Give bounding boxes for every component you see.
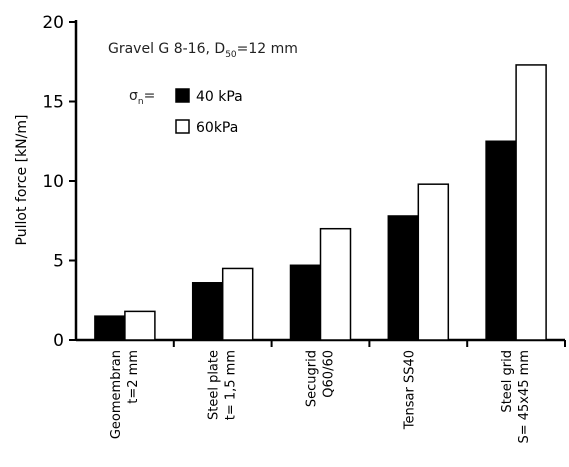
annotation-suffix: =12 mm [237,41,298,57]
x-category-label: Secugrid [305,350,320,407]
bar-40kpa [387,215,420,341]
bars [94,64,547,341]
x-category-label-line2: S= 45x45 mm [517,350,532,444]
y-tick-label: 15 [42,93,64,113]
y-tick-label: 20 [42,13,64,33]
sigma-symbol: σ [129,88,138,104]
sigma-label: σn= [129,88,155,107]
x-category-label-line2: t=2 mm [126,350,141,404]
legend-swatch-40kpa [175,88,190,103]
annotation-main: Gravel G 8-16, D [108,41,225,57]
y-tick-label: 0 [53,331,64,351]
x-category-label: Steel plate [207,350,222,420]
bar-40kpa [191,282,224,341]
x-category-label: Tensar SS40 [402,350,417,430]
y-tick-label: 10 [42,172,64,192]
x-category-label: Steel grid [500,350,515,413]
x-category-label-line2: Q60/60 [322,350,337,398]
bar-60kpa [124,310,156,341]
bar-60kpa [417,183,450,341]
x-category-label: Geomembran [109,350,124,439]
legend-swatch-60kpa [175,119,190,134]
sigma-subscript: n [138,97,144,107]
y-axis-title: Pullot force [kN/m] [14,115,30,246]
dataset-annotation: Gravel G 8-16, D50=12 mm [108,41,298,60]
legend-label-40kpa: 40 kPa [196,89,243,105]
labels: 0 5 10 15 20 Geomembran t=2 mm Steel plate t= 1,… [42,13,532,444]
bar-60kpa [319,227,352,341]
y-tick-label: 5 [53,252,64,272]
bar-40kpa [289,264,322,341]
bar-40kpa [94,315,126,341]
legend-label-60kpa: 60kPa [196,120,238,136]
annotation-subscript: 50 [225,50,237,60]
x-category-label-line2: t= 1,5 mm [224,350,239,420]
bar-60kpa [515,64,547,341]
sigma-equals: = [144,88,156,104]
bar-40kpa [485,140,517,341]
bar-60kpa [221,267,254,341]
